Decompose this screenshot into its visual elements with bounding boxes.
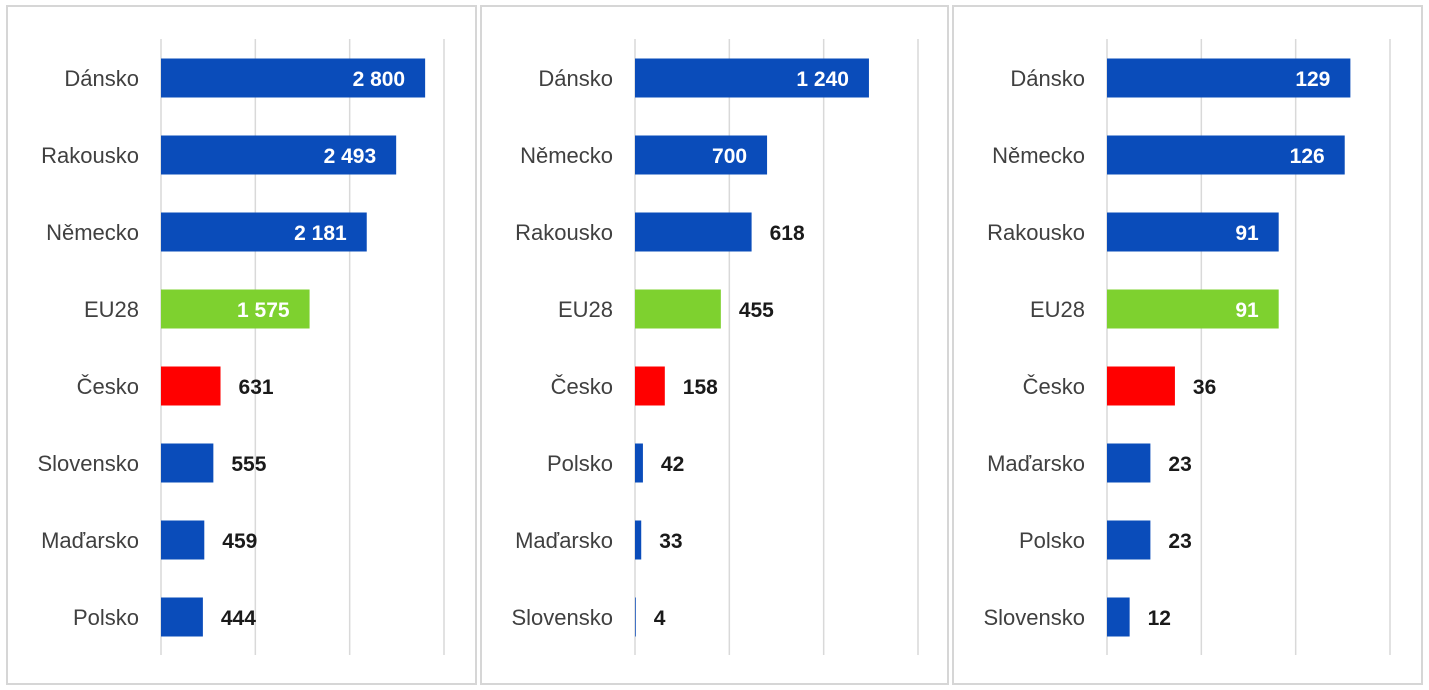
- bar: [635, 443, 643, 483]
- category-label: Dánsko: [64, 66, 139, 91]
- data-label: 2 800: [353, 68, 406, 91]
- bar-chart-2: Dánsko 1 240 Německo 700 Rakousko 618 EU28 455 Č…: [511, 39, 919, 655]
- category-label: Slovensko: [37, 451, 139, 476]
- category-label: Dánsko: [538, 66, 613, 91]
- data-label: 444: [221, 607, 256, 630]
- bar: [1107, 58, 1351, 98]
- category-label: Česko: [551, 374, 613, 399]
- category-label: Polsko: [73, 605, 139, 630]
- data-label: 36: [1193, 376, 1216, 399]
- data-label: 158: [683, 376, 718, 399]
- bar: [161, 289, 310, 329]
- category-label: Maďarsko: [515, 528, 613, 553]
- category-label: EU28: [1030, 297, 1085, 322]
- data-label: 2 181: [294, 222, 347, 245]
- bar: [1107, 366, 1175, 406]
- bar: [635, 366, 665, 406]
- bar: [161, 520, 205, 560]
- data-label: 91: [1235, 299, 1259, 322]
- bar: [1107, 443, 1151, 483]
- data-label: 4: [654, 607, 666, 630]
- bar: [635, 58, 869, 98]
- bar: [635, 289, 721, 329]
- category-label: Slovensko: [983, 605, 1085, 630]
- data-label: 23: [1168, 530, 1191, 553]
- category-label: Německo: [520, 143, 613, 168]
- bar: [161, 597, 203, 637]
- bar: [1107, 212, 1279, 252]
- bar: [1107, 597, 1130, 637]
- data-label: 23: [1168, 453, 1191, 476]
- data-label: 33: [659, 530, 682, 553]
- data-label: 42: [661, 453, 684, 476]
- category-label: Maďarsko: [987, 451, 1085, 476]
- category-label: Německo: [992, 143, 1085, 168]
- category-label: Rakousko: [515, 220, 613, 245]
- category-label: Maďarsko: [41, 528, 139, 553]
- category-label: Polsko: [1019, 528, 1085, 553]
- chart-panel-1: Dánsko 2 800 Rakousko 2 493 Německo 2 181 EU28…: [6, 5, 477, 685]
- data-label: 129: [1295, 68, 1330, 91]
- category-label: Rakousko: [987, 220, 1085, 245]
- data-label: 455: [739, 299, 774, 322]
- data-label: 126: [1290, 145, 1325, 168]
- category-label: Polsko: [547, 451, 613, 476]
- category-label: Německo: [46, 220, 139, 245]
- bar: [161, 212, 367, 252]
- data-label: 12: [1148, 607, 1171, 630]
- bar-chart-3: Dánsko 129 Německo 126 Rakousko 91 EU28 91 Česko…: [983, 39, 1391, 655]
- bar: [635, 520, 642, 560]
- bar: [1107, 135, 1345, 175]
- data-label: 618: [770, 222, 805, 245]
- bar: [1107, 520, 1151, 560]
- chart-panel-3: Dánsko 129 Německo 126 Rakousko 91 EU28 91 Česko…: [952, 5, 1423, 685]
- bar: [161, 443, 214, 483]
- category-label: Dánsko: [1010, 66, 1085, 91]
- data-label: 631: [239, 376, 274, 399]
- category-label: Rakousko: [41, 143, 139, 168]
- data-label: 91: [1235, 222, 1259, 245]
- data-label: 555: [231, 453, 266, 476]
- data-label: 1 575: [237, 299, 290, 322]
- bar: [161, 366, 221, 406]
- category-label: Česko: [1023, 374, 1085, 399]
- data-label: 1 240: [796, 68, 849, 91]
- bar: [1107, 289, 1279, 329]
- category-label: Česko: [77, 374, 139, 399]
- data-label: 700: [712, 145, 747, 168]
- bar: [635, 135, 768, 175]
- bar: [635, 212, 752, 252]
- bar-chart-1: Dánsko 2 800 Rakousko 2 493 Německo 2 181 EU28…: [37, 39, 445, 655]
- category-label: EU28: [84, 297, 139, 322]
- category-label: EU28: [558, 297, 613, 322]
- data-label: 2 493: [324, 145, 377, 168]
- bar: [161, 135, 397, 175]
- data-label: 459: [222, 530, 257, 553]
- category-label: Slovensko: [511, 605, 613, 630]
- bar: [635, 597, 636, 637]
- chart-panel-2: Dánsko 1 240 Německo 700 Rakousko 618 EU28 455 Č…: [480, 5, 949, 685]
- bar: [161, 58, 426, 98]
